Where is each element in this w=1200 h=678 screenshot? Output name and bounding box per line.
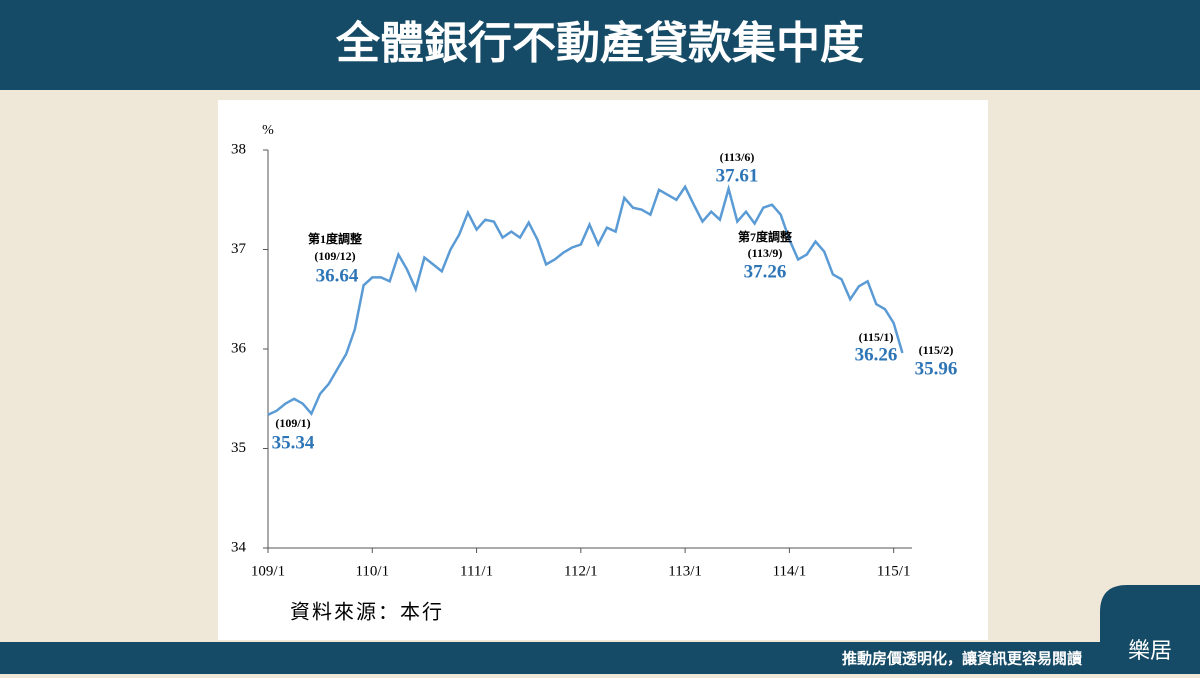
footer-bar: [0, 642, 1200, 674]
y-tick-label: 37: [231, 241, 247, 257]
x-tick-label: 113/1: [668, 563, 702, 579]
data-line: [267, 184, 904, 417]
value-label: 37.26: [744, 261, 787, 282]
value-label: 37.61: [716, 165, 759, 186]
source: 資料來源：本行: [290, 601, 444, 624]
point-label: (113/6): [720, 150, 755, 164]
slogan: 推動房價透明化，讓資訊更容易閱讀: [842, 650, 1082, 668]
x-tick-label: 109/1: [251, 563, 285, 579]
title: 全體銀行不動產貸款集中度: [335, 18, 864, 69]
y-tick-label: 34: [231, 539, 247, 555]
value-label: 35.34: [272, 432, 315, 453]
x-tick-label: 111/1: [460, 563, 493, 579]
x-tick-label: 115/1: [877, 563, 911, 579]
y-tick-label: 35: [231, 440, 246, 456]
x-tick-label: 110/1: [355, 563, 389, 579]
y-tick-label: 38: [231, 141, 246, 157]
point-label: (115/1): [859, 330, 894, 344]
point-label: 第1度調整: [308, 231, 362, 246]
logo-badge: [1100, 585, 1200, 674]
chart-panel: [218, 100, 988, 640]
x-tick-label: 112/1: [564, 563, 598, 579]
point-label: 第7度調整: [738, 229, 792, 244]
point-label: (109/1): [275, 416, 310, 430]
y-tick-label: 36: [231, 340, 247, 356]
header-bar: [0, 0, 1200, 90]
point-label: (109/12): [314, 249, 355, 263]
point-label: (113/9): [748, 246, 783, 260]
logo: 樂居: [1128, 639, 1172, 664]
point-label: (115/2): [919, 343, 954, 357]
value-label: 36.26: [855, 344, 898, 365]
value-label: 35.96: [915, 358, 958, 379]
x-tick-label: 114/1: [773, 563, 807, 579]
y-unit: %: [262, 123, 274, 138]
value-label: 36.64: [316, 265, 359, 286]
